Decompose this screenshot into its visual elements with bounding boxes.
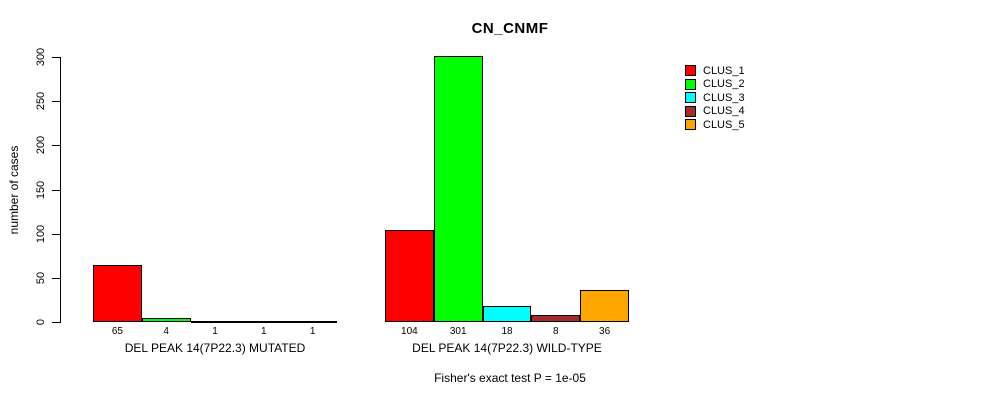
bar-value-label: 104 <box>401 326 418 337</box>
y-tick-label: 150 <box>35 180 47 199</box>
y-axis-label: number of cases <box>7 145 21 235</box>
bar-clus_3 <box>482 306 532 322</box>
bar-value-label: 18 <box>501 326 513 337</box>
bar-value-label: 65 <box>111 326 123 337</box>
legend-entry: CLUS_2 <box>685 78 745 92</box>
bar-clus_5 <box>580 290 629 322</box>
legend: CLUS_1 CLUS_2 CLUS_3 CLUS_4 CLUS_5 <box>685 64 745 132</box>
legend-label: CLUS_1 <box>703 64 745 77</box>
bar-clus_4 <box>239 320 289 323</box>
y-tick-label: 50 <box>35 271 47 284</box>
x-axis-group-label-wild-type: DEL PEAK 14(7P22.3) WILD-TYPE <box>412 341 602 355</box>
legend-swatch-icon <box>685 92 696 104</box>
legend-label: CLUS_2 <box>703 78 745 91</box>
fisher-test-caption: Fisher's exact test P = 1e-05 <box>434 371 586 385</box>
legend-label: CLUS_3 <box>703 91 745 104</box>
bar-value-label: 1 <box>309 326 316 337</box>
legend-label: CLUS_5 <box>703 118 745 131</box>
legend-entry: CLUS_3 <box>685 91 745 105</box>
bar-value-label: 1 <box>212 326 218 337</box>
bar-clus_3 <box>190 320 240 323</box>
y-tick-label: 100 <box>35 224 47 243</box>
bar-clus_2 <box>433 56 483 322</box>
bar-value-label: 36 <box>599 326 611 337</box>
legend-swatch-icon <box>685 105 696 117</box>
chart-title: CN_CNMF <box>471 20 549 37</box>
y-tick <box>52 57 61 58</box>
legend-swatch-icon <box>685 119 696 131</box>
legend-entry: CLUS_5 <box>685 118 745 132</box>
bar-value-label: 1 <box>261 326 267 337</box>
legend-entry: CLUS_4 <box>685 105 745 119</box>
bar-clus_2 <box>141 318 191 322</box>
bar-value-label: 301 <box>449 326 467 337</box>
x-axis-group-label-mutated: DEL PEAK 14(7P22.3) MUTATED <box>124 341 306 355</box>
bar-clus_1 <box>385 230 434 322</box>
y-tick <box>52 277 61 279</box>
legend-swatch-icon <box>685 78 696 90</box>
y-tick-label: 0 <box>35 318 47 326</box>
bar-value-label: 4 <box>163 326 169 337</box>
y-tick <box>52 189 61 191</box>
y-tick-label: 200 <box>35 136 47 155</box>
legend-label: CLUS_4 <box>703 105 745 118</box>
y-tick-label: 250 <box>35 91 47 111</box>
bar-clus_1 <box>93 264 142 322</box>
y-tick <box>52 145 61 147</box>
bar-value-label: 8 <box>553 326 559 337</box>
y-tick <box>52 233 61 235</box>
legend-entry: CLUS_1 <box>685 64 745 78</box>
bar-clus_5 <box>288 320 337 323</box>
legend-swatch-icon <box>685 65 696 77</box>
y-tick <box>52 101 61 103</box>
y-tick <box>52 322 61 323</box>
bar-clus_4 <box>531 314 581 322</box>
y-tick-label: 300 <box>35 47 47 67</box>
